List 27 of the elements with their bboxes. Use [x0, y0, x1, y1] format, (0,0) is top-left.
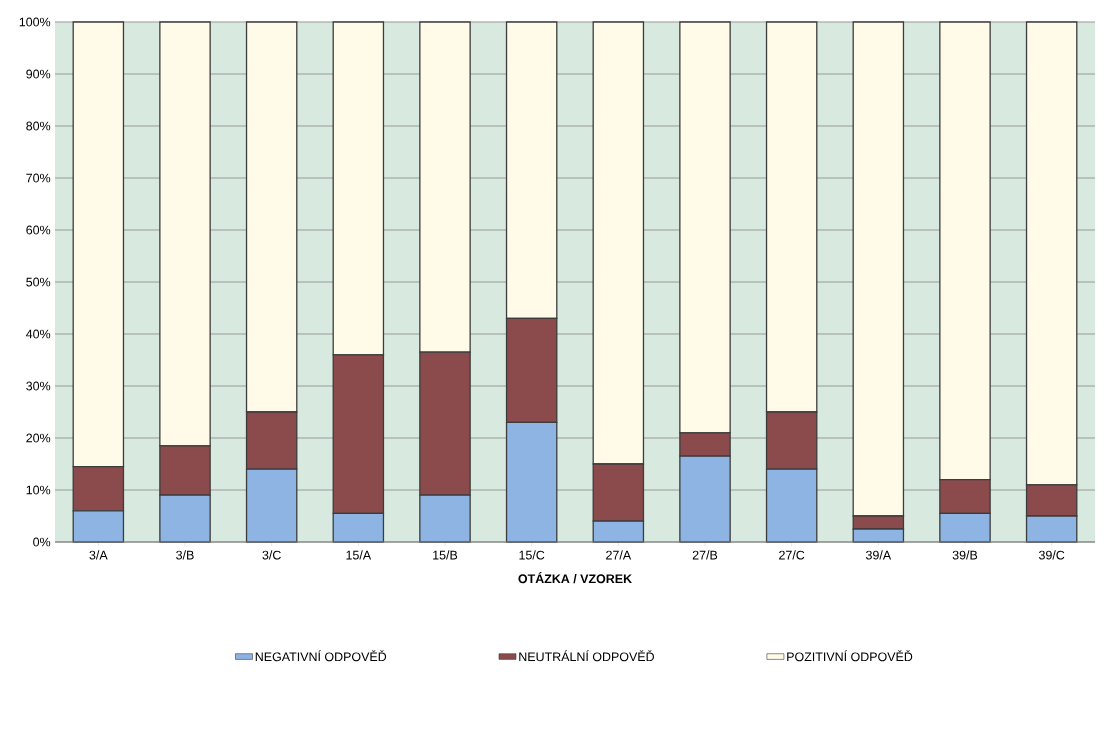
x-axis-title: OTÁZKA / VZOREK	[518, 572, 632, 584]
x-tick-label: 27/B	[692, 550, 718, 560]
x-tick-label: 3/C	[262, 550, 281, 560]
y-tick-label: 60%	[26, 225, 51, 235]
y-tick-label: 30%	[26, 381, 51, 391]
y-tick-label: 0%	[33, 537, 51, 547]
x-tick-label: 27/A	[606, 550, 632, 560]
x-tick-label: 15/C	[519, 550, 545, 560]
y-tick-label: 10%	[26, 485, 51, 495]
y-tick-label: 20%	[26, 433, 51, 443]
x-tick-label: 15/A	[346, 550, 372, 560]
legend-label: POZITIVNÍ ODPOVĚĎ	[787, 650, 913, 662]
x-tick-label: 15/B	[433, 550, 458, 560]
x-tick-label: 39/C	[1038, 550, 1065, 560]
x-tick-label: 39/A	[865, 550, 892, 560]
legend-label: NEUTRÁLNÍ ODPOVĚĎ	[519, 650, 654, 662]
x-tick-label: 27/C	[779, 550, 805, 560]
y-tick-label: 70%	[26, 173, 51, 183]
y-tick-label: 100%	[19, 17, 51, 27]
y-tick-label: 40%	[26, 329, 51, 339]
y-tick-label: 90%	[26, 69, 51, 79]
x-tick-label: 3/A	[89, 550, 108, 560]
y-tick-label: 50%	[26, 277, 51, 287]
x-tick-label: 3/B	[176, 550, 194, 560]
y-tick-label: 80%	[26, 121, 51, 131]
legend-label: NEGATIVNÍ ODPOVĚĎ	[255, 650, 387, 662]
x-tick-label: 39/B	[952, 550, 978, 560]
